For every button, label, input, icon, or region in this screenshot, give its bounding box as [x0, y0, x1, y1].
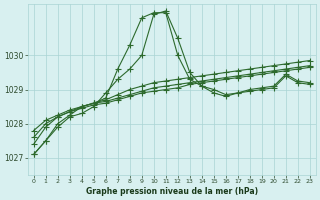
X-axis label: Graphe pression niveau de la mer (hPa): Graphe pression niveau de la mer (hPa) — [86, 187, 258, 196]
